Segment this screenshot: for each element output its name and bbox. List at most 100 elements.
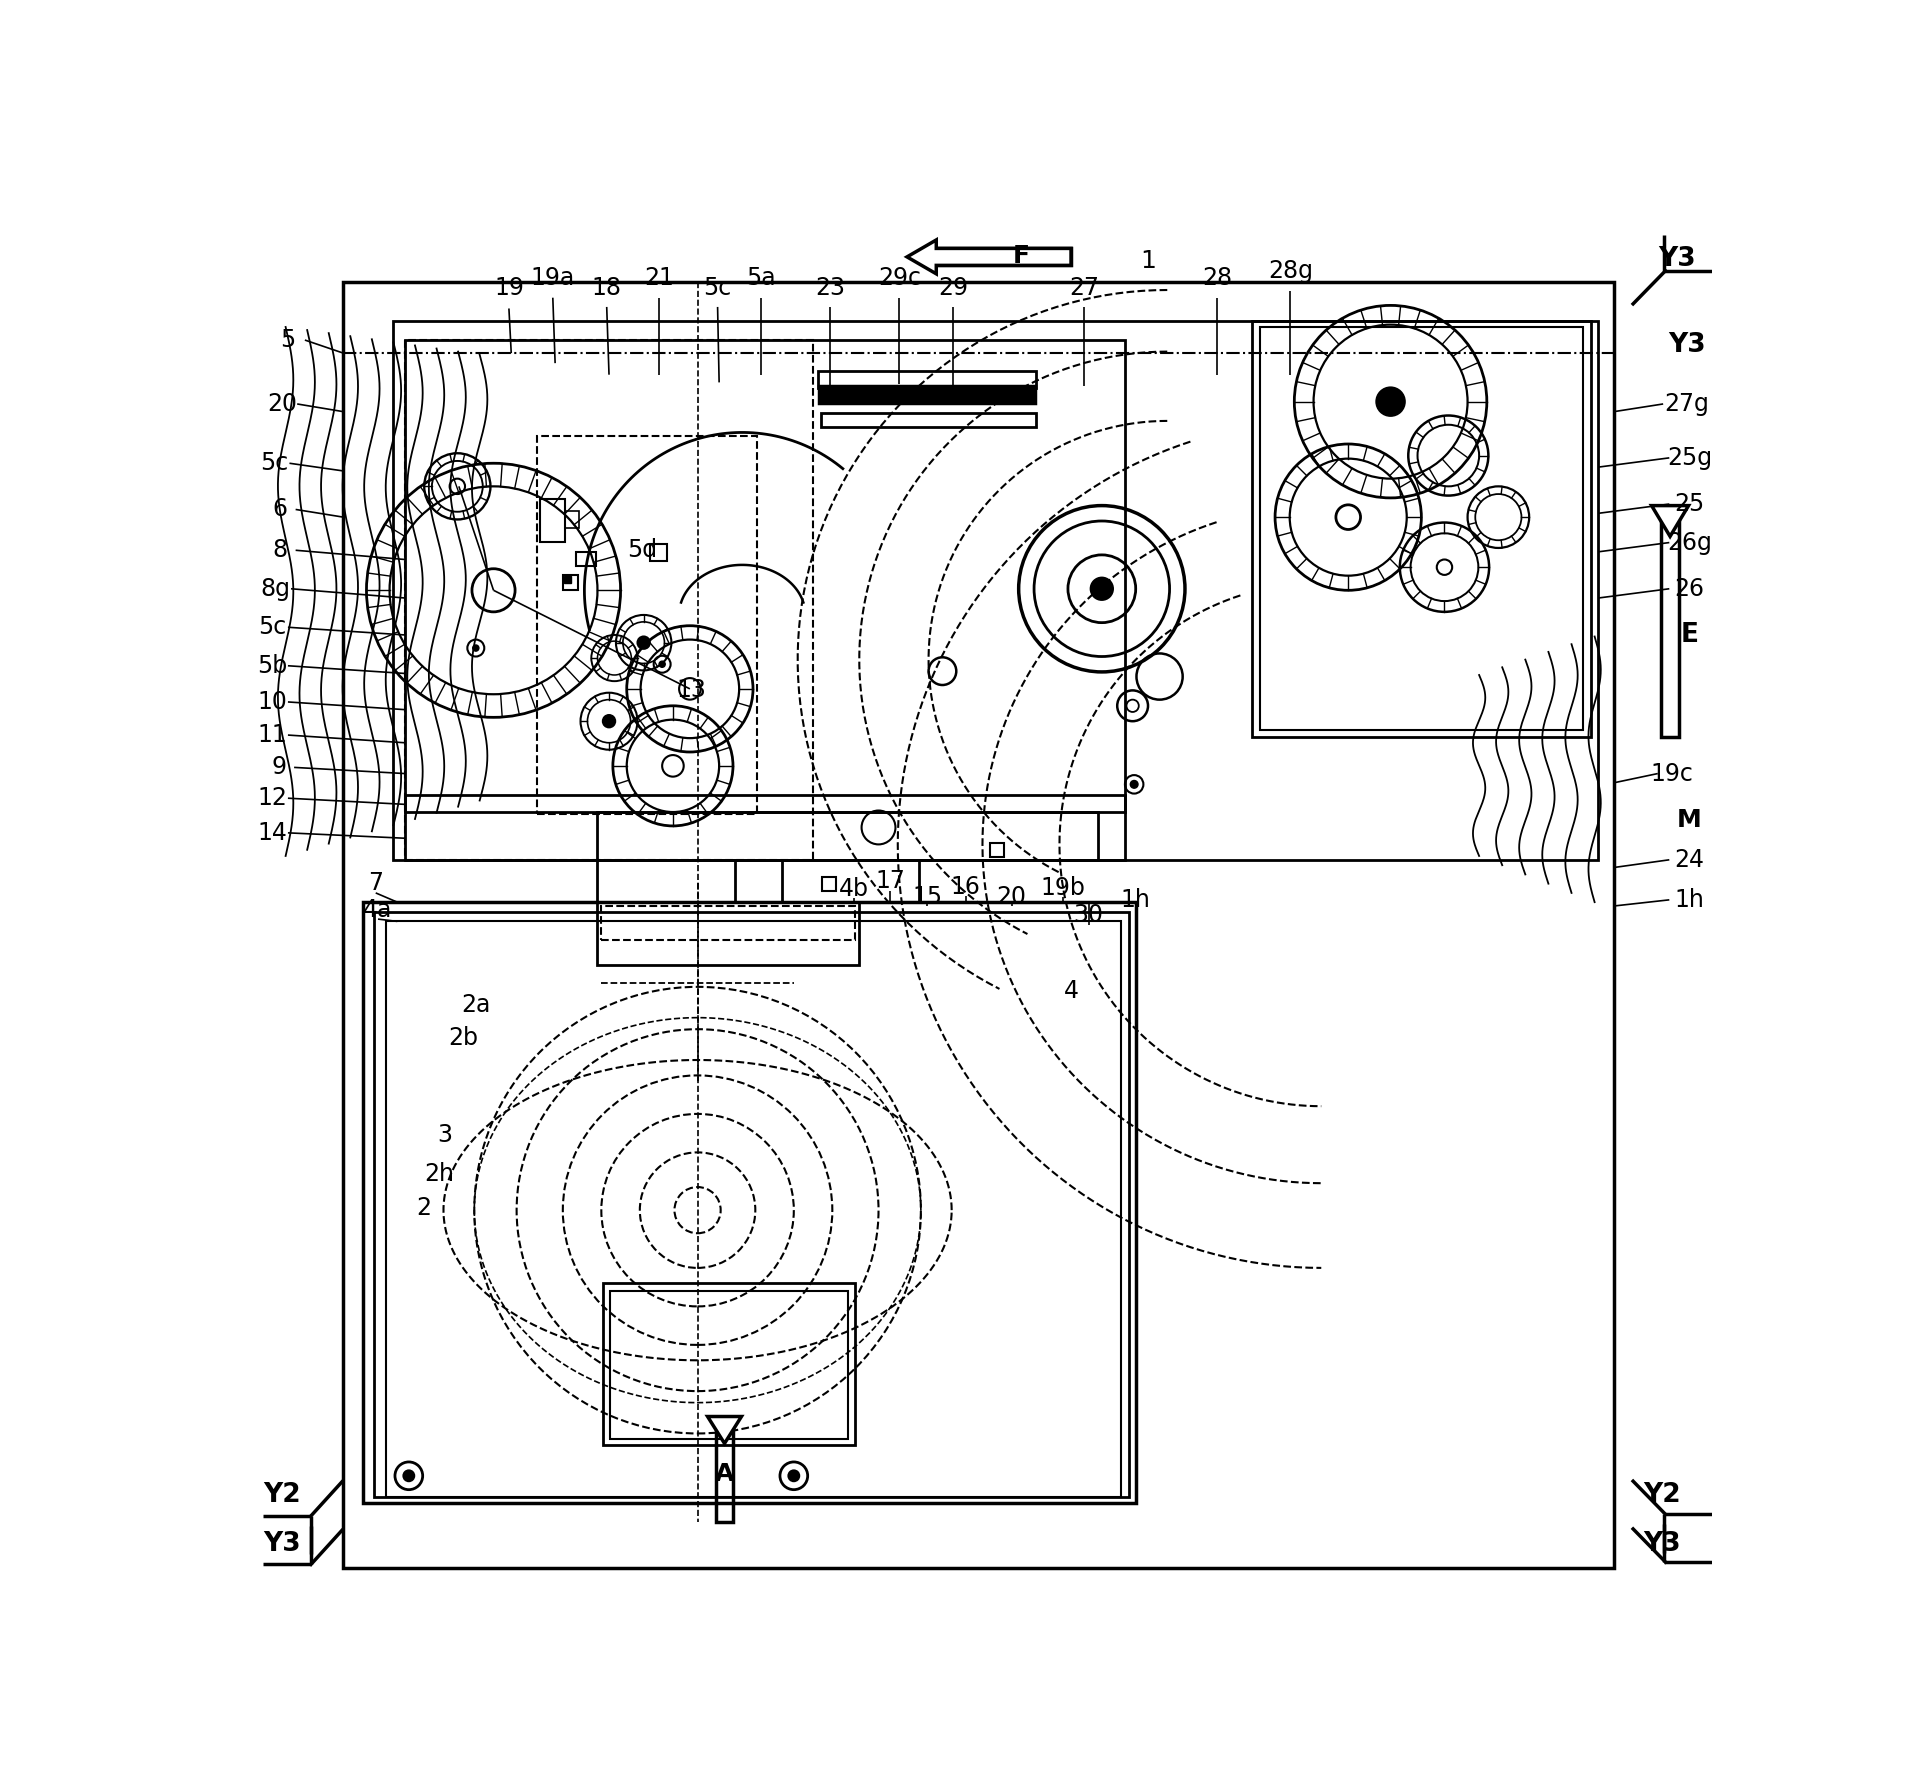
Text: 29c: 29c: [877, 266, 921, 289]
Text: 5d: 5d: [627, 538, 656, 563]
Text: 20: 20: [995, 884, 1026, 909]
Text: 2h: 2h: [425, 1163, 454, 1186]
Text: A: A: [715, 1463, 734, 1486]
Text: 19: 19: [494, 277, 524, 300]
Text: 5: 5: [280, 328, 296, 351]
Circle shape: [1377, 387, 1404, 415]
Bar: [603, 1283, 854, 1445]
Text: M: M: [1676, 808, 1701, 832]
Text: Y2: Y2: [1642, 1482, 1680, 1509]
Text: 2a: 2a: [461, 992, 490, 1017]
Text: 5c: 5c: [704, 275, 730, 300]
Bar: [1251, 321, 1590, 737]
Text: 10: 10: [257, 690, 288, 714]
Bar: [601, 905, 854, 941]
Text: 12: 12: [257, 786, 288, 809]
Bar: [576, 552, 595, 566]
Bar: [1659, 506, 1678, 737]
Bar: [597, 859, 734, 902]
Bar: [404, 795, 1125, 811]
Text: 5c: 5c: [259, 451, 288, 476]
Text: 19c: 19c: [1650, 761, 1692, 786]
Circle shape: [658, 660, 666, 667]
Bar: [818, 387, 1034, 403]
Bar: [820, 414, 1036, 428]
Bar: [374, 912, 1129, 1498]
Text: 29: 29: [938, 275, 967, 300]
Bar: [385, 921, 1121, 1498]
Text: Y3: Y3: [1642, 1530, 1680, 1557]
Text: 1h: 1h: [1674, 888, 1703, 912]
Text: 28g: 28g: [1268, 259, 1312, 282]
Text: 2b: 2b: [448, 1026, 479, 1051]
Circle shape: [402, 1470, 414, 1480]
Bar: [563, 575, 578, 591]
Text: F: F: [1013, 245, 1030, 268]
Bar: [362, 902, 1137, 1503]
Text: 24: 24: [1674, 848, 1703, 872]
Circle shape: [1091, 579, 1112, 600]
Polygon shape: [1651, 506, 1688, 536]
Bar: [1259, 327, 1583, 731]
Text: 28: 28: [1201, 266, 1232, 289]
Text: 26: 26: [1674, 577, 1703, 600]
Circle shape: [788, 1470, 799, 1480]
Text: 23: 23: [814, 275, 845, 300]
Text: 1: 1: [1140, 249, 1156, 273]
Bar: [715, 1416, 732, 1521]
Bar: [404, 341, 1125, 859]
Text: 9: 9: [271, 756, 286, 779]
Text: 17: 17: [875, 870, 904, 893]
Text: 25: 25: [1672, 492, 1703, 517]
Bar: [564, 511, 578, 527]
Bar: [990, 843, 1003, 857]
Text: 7: 7: [368, 872, 383, 895]
Text: Y3: Y3: [1657, 247, 1695, 272]
Text: 16: 16: [950, 875, 980, 898]
Text: Y2: Y2: [263, 1482, 301, 1509]
Text: 5b: 5b: [257, 653, 288, 678]
Bar: [538, 437, 757, 813]
Bar: [936, 249, 1070, 264]
Text: 8g: 8g: [261, 577, 290, 600]
Text: 2: 2: [416, 1196, 431, 1219]
Text: 6: 6: [273, 497, 288, 522]
Bar: [343, 282, 1613, 1567]
Text: Y3: Y3: [263, 1530, 301, 1557]
Bar: [782, 859, 919, 902]
Text: 30: 30: [1074, 903, 1102, 927]
Bar: [393, 321, 1598, 859]
Circle shape: [603, 715, 614, 728]
Text: 5a: 5a: [746, 266, 774, 289]
Text: 5c: 5c: [257, 616, 286, 639]
Circle shape: [1129, 781, 1137, 788]
Text: 4b: 4b: [839, 877, 868, 902]
Text: 11: 11: [257, 722, 288, 747]
Bar: [540, 499, 564, 541]
Text: Y3: Y3: [1667, 332, 1705, 359]
Text: E: E: [1680, 621, 1697, 648]
Text: 21: 21: [645, 266, 673, 289]
Bar: [563, 577, 570, 584]
Circle shape: [473, 644, 479, 651]
Text: 1h: 1h: [1119, 888, 1150, 912]
Bar: [597, 902, 858, 966]
Bar: [818, 371, 1036, 387]
Text: 8: 8: [273, 538, 288, 563]
Text: 25g: 25g: [1667, 446, 1711, 470]
Bar: [650, 545, 666, 561]
Circle shape: [637, 637, 650, 650]
Bar: [610, 1290, 849, 1440]
Text: 3: 3: [437, 1124, 452, 1147]
Bar: [404, 341, 812, 859]
Polygon shape: [906, 240, 1070, 273]
Text: 26g: 26g: [1667, 531, 1711, 554]
Text: 18: 18: [591, 275, 622, 300]
Bar: [597, 811, 1097, 859]
Text: 14: 14: [257, 820, 288, 845]
Text: 20: 20: [267, 392, 297, 415]
Text: 4: 4: [1062, 978, 1077, 1003]
Text: 4a: 4a: [362, 898, 393, 921]
Text: 27: 27: [1068, 275, 1098, 300]
Bar: [818, 387, 1034, 403]
